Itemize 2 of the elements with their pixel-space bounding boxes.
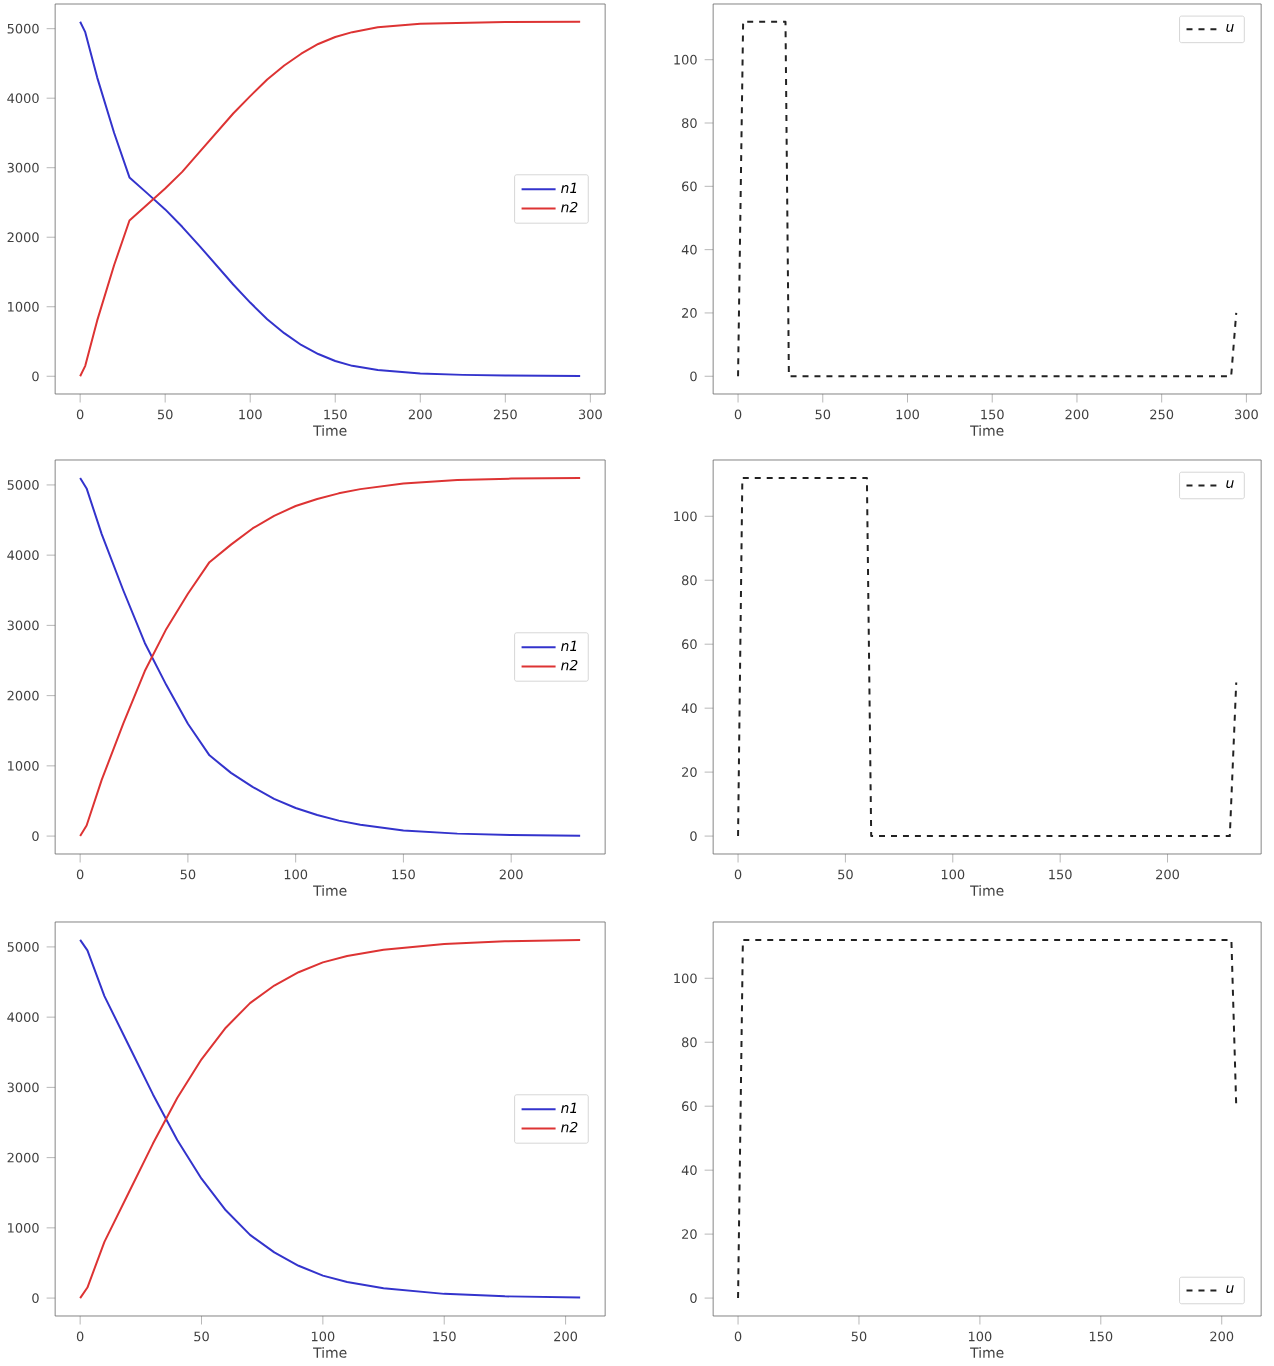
line-series: [79, 476, 582, 837]
line-series: [79, 938, 582, 1299]
